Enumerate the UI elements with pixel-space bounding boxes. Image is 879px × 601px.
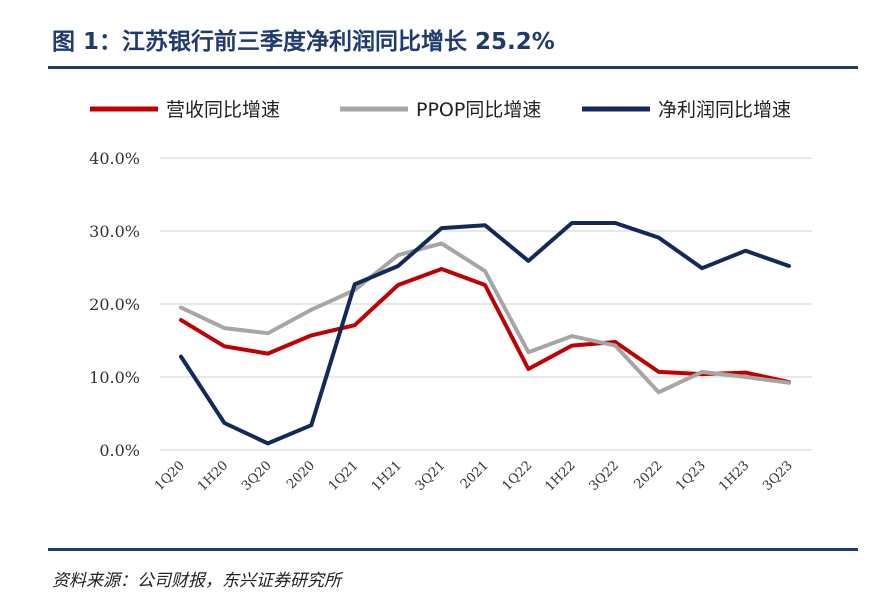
y-axis: 0.0% 10.0% 20.0% 30.0% 40.0% bbox=[89, 149, 140, 460]
x-tick-label: 3Q20 bbox=[239, 458, 275, 494]
x-tick-label: 1H21 bbox=[369, 458, 405, 494]
legend-label: 净利润同比增速 bbox=[658, 99, 791, 121]
source-note: 资料来源：公司财报，东兴证券研究所 bbox=[52, 571, 341, 591]
legend-label: 营收同比增速 bbox=[166, 99, 280, 121]
x-tick-label: 1Q23 bbox=[673, 458, 709, 494]
x-tick-label: 1H22 bbox=[543, 458, 579, 494]
y-tick-label: 10.0% bbox=[89, 368, 140, 387]
x-tick-label: 1Q21 bbox=[326, 458, 362, 494]
page-title: 图 1：江苏银行前三季度净利润同比增长 25.2% bbox=[52, 29, 555, 55]
series-line-1 bbox=[179, 267, 791, 385]
legend: 营收同比增速 PPOP同比增速 净利润同比增速 bbox=[90, 99, 791, 121]
x-tick-label: 1Q20 bbox=[152, 458, 188, 494]
x-tick-label: 3Q21 bbox=[413, 458, 449, 494]
footer-rule bbox=[48, 548, 858, 551]
x-tick-label: 3Q22 bbox=[586, 458, 622, 494]
x-tick-label: 2021 bbox=[458, 458, 492, 492]
y-tick-label: 30.0% bbox=[89, 222, 140, 241]
x-tick-label: 2020 bbox=[284, 458, 318, 492]
y-tick-label: 40.0% bbox=[89, 149, 140, 168]
grid bbox=[160, 157, 812, 451]
x-tick-label: 1Q22 bbox=[500, 458, 536, 494]
x-tick-label: 1H20 bbox=[195, 458, 231, 494]
x-tick-label: 3Q23 bbox=[760, 458, 796, 494]
line-chart: 营收同比增速 PPOP同比增速 净利润同比增速 0.0% 10.0% 20.0% 30.0… bbox=[89, 99, 812, 494]
y-tick-label: 0.0% bbox=[99, 441, 140, 460]
x-tick-label: 1H23 bbox=[716, 458, 752, 494]
x-axis: 1Q20 1H20 3Q20 2020 1Q21 1H21 3Q21 2021 1Q22 1H22… bbox=[152, 458, 796, 494]
x-tick-label: 2022 bbox=[632, 458, 666, 492]
series-lines bbox=[179, 221, 791, 446]
series-line-2 bbox=[179, 241, 791, 395]
series-line-3 bbox=[179, 221, 791, 446]
title-rule bbox=[48, 66, 858, 69]
legend-label: PPOP同比增速 bbox=[416, 99, 541, 121]
y-tick-label: 20.0% bbox=[89, 295, 140, 314]
